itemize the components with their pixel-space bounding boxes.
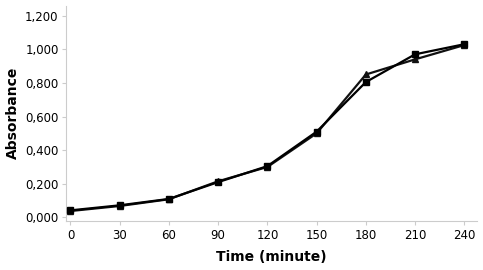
X-axis label: Time (minute): Time (minute) <box>216 251 327 264</box>
Y-axis label: Absorbance: Absorbance <box>6 67 19 159</box>
